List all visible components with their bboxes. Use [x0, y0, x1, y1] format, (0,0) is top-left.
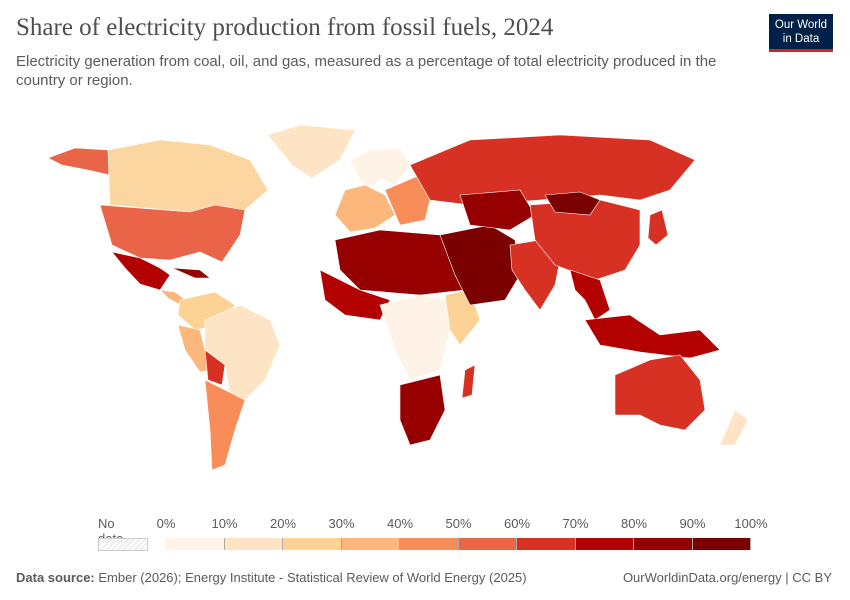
source-text: Ember (2026); Energy Institute - Statist… [98, 570, 527, 585]
legend-bin[interactable] [400, 538, 459, 550]
region-australia[interactable] [614, 354, 706, 431]
region-western-europe[interactable] [334, 184, 396, 233]
legend-tick-label: 100% [734, 516, 768, 531]
region-southern-africa[interactable] [399, 374, 446, 446]
region-west-africa[interactable] [319, 269, 391, 321]
legend-bin[interactable] [224, 538, 283, 550]
legend-bin[interactable] [692, 538, 751, 550]
legend-tick-label: 10% [211, 516, 238, 531]
legend-tick-label: 80% [620, 516, 648, 531]
region-greenland[interactable] [267, 124, 356, 179]
legend-tick-label: 30% [328, 516, 355, 531]
region-japan[interactable] [647, 209, 669, 246]
footer-link[interactable]: OurWorldinData.org/energy | CC BY [622, 570, 832, 585]
region-caribbean[interactable] [171, 267, 211, 279]
region-china[interactable] [529, 199, 641, 281]
region-bolivia[interactable] [204, 349, 226, 386]
region-mongolia[interactable] [544, 191, 601, 216]
region-argentina-chile[interactable] [204, 379, 246, 471]
region-central-africa[interactable] [379, 294, 451, 381]
legend-bin[interactable] [458, 538, 517, 550]
region-madagascar[interactable] [461, 364, 476, 399]
region-canada[interactable] [107, 139, 269, 213]
legend-bin[interactable] [517, 538, 576, 550]
legend-bin[interactable] [634, 538, 693, 550]
no-data-swatch [98, 538, 148, 551]
region-eastern-europe[interactable] [384, 174, 431, 226]
legend-tick-label: 50% [445, 516, 472, 531]
chart-subtitle: Electricity generation from coal, oil, a… [16, 53, 717, 89]
legend-tick-label: 20% [269, 516, 297, 531]
source-label: Data source: [16, 570, 95, 585]
legend-bin[interactable] [166, 538, 225, 550]
owid-logo[interactable]: Our World in Data [769, 14, 833, 52]
region-alaska[interactable] [47, 147, 111, 176]
world-map [47, 124, 749, 471]
region-mexico[interactable] [111, 251, 171, 291]
region-southeast-asia[interactable] [569, 269, 611, 321]
legend-tick-label: 90% [679, 516, 706, 531]
chart-title: Share of electricity production from fos… [16, 14, 554, 41]
legend-bin[interactable] [341, 538, 400, 550]
legend-tick-label: 60% [503, 516, 531, 531]
legend-bin[interactable] [283, 538, 342, 550]
region-new-zealand[interactable] [719, 409, 749, 446]
region-central-asia[interactable] [459, 189, 536, 231]
data-source: Data source: Ember (2026); Energy Instit… [16, 570, 527, 585]
region-middle-east[interactable] [439, 224, 521, 306]
legend-bin[interactable] [575, 538, 634, 550]
legend-tick-label: 0% [156, 516, 176, 531]
legend-tick-label: 40% [386, 516, 414, 531]
legend-tick-label: 70% [562, 516, 589, 531]
region-usa[interactable] [99, 204, 246, 263]
region-indonesia[interactable] [584, 314, 721, 359]
region-iceland-nordics[interactable] [349, 147, 411, 191]
